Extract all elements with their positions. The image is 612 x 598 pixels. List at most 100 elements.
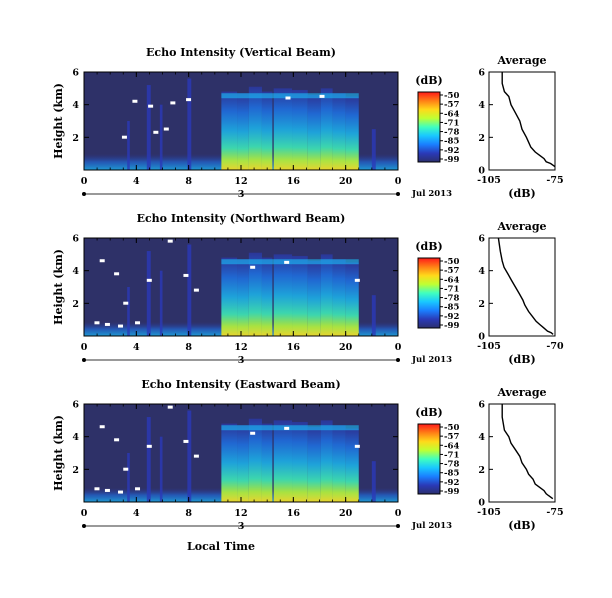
- colorbar-tick-label: -92: [444, 478, 459, 488]
- colorbar-tick-label: -99: [444, 487, 459, 497]
- echo-column: [320, 254, 333, 336]
- x-tick-label: 0: [395, 176, 402, 187]
- missing-data-cell: [123, 467, 129, 471]
- avg-x-label: (dB): [508, 187, 535, 200]
- echo-column: [237, 425, 249, 502]
- avg-y-tick-label: 4: [478, 432, 485, 443]
- echo-column: [345, 428, 359, 502]
- avg-x-tick-label: -75: [546, 175, 563, 186]
- heatmap-title: Echo Intensity (Eastward Beam): [141, 378, 340, 391]
- echo-column: [332, 425, 346, 502]
- average-profile-line: [501, 72, 556, 168]
- cloud-top-band: [221, 425, 359, 431]
- colorbar-tick-label: -71: [444, 450, 459, 460]
- echo-column: [273, 420, 293, 502]
- echo-streak: [371, 461, 376, 502]
- missing-data-cell: [118, 324, 124, 328]
- echo-column: [248, 418, 262, 502]
- avg-y-tick-label: 4: [478, 100, 485, 111]
- colorbar-tick-label: -57: [444, 266, 459, 276]
- heatmap-panel-0: Echo Intensity (Vertical Beam) 0 4 8 12 16 20 0…: [52, 46, 459, 200]
- missing-data-cell: [284, 426, 290, 430]
- colorbar-tick-label: -78: [444, 460, 459, 470]
- x-tick-label: 0: [81, 176, 88, 187]
- colorbar-tick-label: -50: [444, 91, 459, 101]
- avg-y-tick-label: 6: [478, 234, 485, 245]
- missing-data-cell: [193, 288, 199, 292]
- x-tick-label: 0: [395, 342, 402, 353]
- echo-streak: [159, 436, 163, 502]
- date-bar-end: [82, 192, 86, 196]
- echo-column: [345, 262, 359, 336]
- x-tick-label: 12: [234, 508, 247, 519]
- avg-y-tick-label: 0: [478, 166, 485, 177]
- heatmap-title: Echo Intensity (Vertical Beam): [146, 46, 336, 59]
- echo-streak: [371, 295, 376, 336]
- colorbar-tick-label: -85: [444, 137, 459, 147]
- missing-data-cell: [284, 260, 290, 264]
- date-bar-end: [396, 524, 400, 528]
- avg-y-tick-label: 2: [478, 299, 485, 310]
- avg-y-tick-label: 2: [478, 133, 485, 144]
- echo-column: [320, 420, 333, 502]
- x-tick-label: 20: [339, 508, 353, 519]
- x-tick-label: 20: [339, 176, 353, 187]
- average-profile-line: [501, 404, 554, 500]
- date-bar-end: [82, 524, 86, 528]
- missing-data-cell: [118, 490, 124, 494]
- x-tick-label: 0: [81, 508, 88, 519]
- date-label: Jul 2013: [411, 189, 452, 199]
- colorbar: [417, 257, 441, 329]
- missing-data-cell: [148, 104, 154, 108]
- colorbar-tick-label: -57: [444, 432, 459, 442]
- echo-streak: [127, 121, 130, 170]
- missing-data-cell: [114, 272, 120, 276]
- echo-column: [237, 93, 249, 170]
- missing-data-cell: [121, 135, 127, 139]
- echo-column: [332, 93, 346, 170]
- echo-column: [273, 254, 293, 336]
- y-axis-label: Height (km): [52, 83, 65, 159]
- y-tick-label: 6: [72, 400, 79, 411]
- y-tick-label: 4: [72, 100, 79, 111]
- x-tick-label: 20: [339, 342, 353, 353]
- x-tick-label: 8: [185, 342, 192, 353]
- echo-streak: [146, 417, 151, 502]
- echo-column: [307, 260, 321, 336]
- echo-column: [221, 423, 238, 502]
- echo-streak: [159, 270, 163, 336]
- day-marker: 3: [238, 355, 245, 366]
- colorbar-tick-label: -99: [444, 321, 459, 331]
- date-bar-end: [396, 358, 400, 362]
- missing-data-cell: [99, 259, 105, 263]
- echo-streak: [127, 287, 130, 336]
- colorbar-tick-label: -64: [444, 275, 459, 285]
- x-tick-label: 16: [287, 342, 301, 353]
- x-tick-label: 8: [185, 508, 192, 519]
- avg-x-tick-label: -105: [477, 341, 501, 352]
- missing-data-cell: [193, 454, 199, 458]
- echo-column: [320, 88, 333, 170]
- colorbar-unit: (dB): [415, 240, 442, 253]
- missing-data-cell: [135, 487, 141, 491]
- missing-data-cell: [132, 99, 138, 103]
- average-panel-1: Average 6 4 2 0-105 -70 (dB): [477, 220, 564, 366]
- y-tick-label: 6: [72, 234, 79, 245]
- average-title: Average: [496, 220, 546, 233]
- y-tick-label: 2: [72, 299, 79, 310]
- echo-streak: [187, 244, 192, 336]
- colorbar-tick-label: -71: [444, 118, 459, 128]
- missing-data-cell: [94, 321, 100, 325]
- colorbar-tick-label: -85: [444, 469, 459, 479]
- missing-data-cell: [146, 278, 152, 282]
- avg-x-label: (dB): [508, 519, 535, 532]
- colorbar-tick-label: -50: [444, 423, 459, 433]
- x-tick-label: 4: [133, 176, 140, 187]
- missing-data-cell: [114, 438, 120, 442]
- day-marker: 3: [238, 521, 245, 532]
- y-tick-label: 2: [72, 133, 79, 144]
- x-tick-label: 12: [234, 176, 247, 187]
- avg-y-tick-label: 6: [478, 68, 485, 79]
- echo-streak: [371, 129, 376, 170]
